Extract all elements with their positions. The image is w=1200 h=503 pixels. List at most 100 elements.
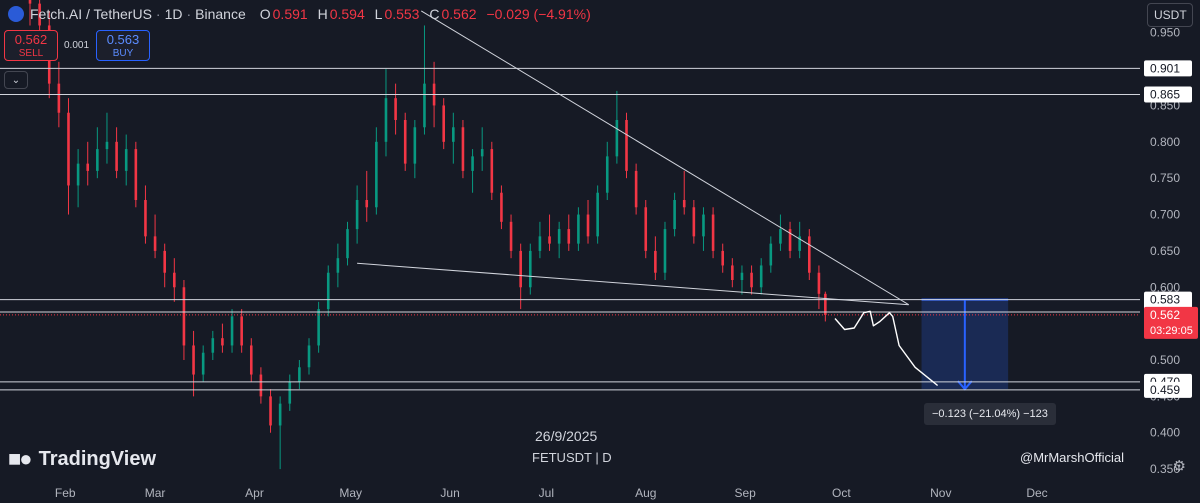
ohlc-values: O 0.591 H 0.594 L 0.553 C 0.562 −0.029 (−4.9… — [259, 6, 591, 22]
y-tick-label: 0.350 — [1150, 462, 1180, 476]
candle-body — [824, 293, 827, 315]
candle-body — [105, 141, 109, 150]
x-tick-label: Apr — [245, 486, 264, 500]
candle-body — [490, 149, 494, 193]
candle-body — [298, 367, 301, 382]
level-label-text: 0.865 — [1150, 88, 1180, 102]
candle-body — [28, 0, 32, 4]
candle-body — [750, 272, 753, 288]
price-axis-panel — [1140, 0, 1200, 503]
trendline — [357, 262, 909, 306]
level-label-text: 0.901 — [1150, 61, 1180, 75]
candle-body — [625, 120, 628, 171]
candle-body — [673, 200, 676, 230]
candle-body — [740, 272, 744, 280]
y-tick-label: 0.700 — [1150, 208, 1180, 222]
candle-body — [644, 207, 648, 251]
candle-body — [692, 207, 696, 237]
last-price-text: 0.562 — [1150, 308, 1180, 322]
sell-label: SELL — [18, 48, 44, 59]
buy-button[interactable]: 0.563 BUY — [96, 30, 150, 61]
close-value: 0.562 — [441, 6, 477, 22]
candle-body — [663, 229, 667, 273]
tradingview-logo[interactable]: ■● TradingView — [8, 446, 157, 471]
candle-body — [615, 120, 619, 157]
x-tick-label: Feb — [55, 486, 76, 500]
candle-body — [153, 236, 157, 251]
level-price-label: 0.901 — [1144, 60, 1192, 77]
candle-body — [519, 250, 522, 288]
candle-body — [124, 149, 128, 171]
candle-body — [288, 381, 292, 404]
level-label-bg — [1144, 381, 1192, 398]
candle-body — [259, 374, 263, 397]
candle-body — [278, 403, 282, 426]
x-tick-label: May — [339, 486, 362, 500]
candle-body — [798, 236, 801, 251]
candle-body — [567, 229, 571, 244]
low-value: 0.553 — [384, 6, 420, 22]
last-price-label: 0.562 03:29:05 — [1144, 306, 1198, 339]
candle-body — [269, 396, 272, 426]
countdown-text: 03:29:05 — [1150, 325, 1193, 337]
interval[interactable]: 1D — [164, 6, 183, 22]
candle-body — [423, 83, 426, 128]
settings-gear-icon[interactable]: ⚙ — [1172, 458, 1186, 475]
watermark-symbol: FETUSDT | D — [532, 450, 612, 465]
projection-path — [834, 310, 939, 387]
symbol-name[interactable]: Fetch.AI / TetherUS — [30, 6, 152, 22]
candle-body — [230, 316, 234, 346]
candle-body — [201, 352, 205, 375]
candle-body — [336, 258, 340, 273]
candle-body — [596, 192, 599, 237]
sell-button[interactable]: 0.562 SELL — [4, 30, 58, 61]
candle-body — [211, 338, 215, 353]
level-label-bg — [1144, 86, 1192, 103]
candle-body — [317, 309, 320, 346]
watermark-date: 26/9/2025 — [535, 428, 598, 444]
y-tick-label: 0.950 — [1150, 26, 1180, 40]
currency-dropdown[interactable]: USDT — [1147, 3, 1193, 27]
sell-price: 0.562 — [14, 32, 48, 47]
x-tick-label: Dec — [1026, 486, 1047, 500]
candle-body — [500, 192, 503, 222]
high-value: 0.594 — [329, 6, 365, 22]
candle-body — [365, 200, 369, 208]
fetch-ai-logo-icon — [8, 6, 24, 22]
candle-body — [249, 345, 253, 375]
candle-body — [731, 265, 734, 280]
x-tick-label: Nov — [930, 486, 951, 500]
candle-body — [384, 98, 388, 142]
level-price-label: 0.459 — [1144, 381, 1192, 398]
level-label-text: 0.583 — [1150, 293, 1180, 307]
candle-body — [326, 272, 330, 310]
candle-body — [96, 149, 99, 171]
candle-body — [471, 156, 474, 171]
candle-body — [654, 250, 657, 273]
candle-body — [144, 200, 147, 237]
candle-body — [452, 127, 455, 142]
candle-body — [557, 229, 561, 244]
candle-body — [163, 250, 166, 273]
candle-body — [173, 272, 176, 288]
candle-body — [509, 221, 513, 251]
candle-body — [413, 127, 417, 164]
candle-body — [788, 229, 792, 251]
candle-body — [808, 236, 811, 273]
candle-body — [375, 141, 378, 208]
candle-body — [702, 214, 705, 237]
last-price-bg — [1144, 306, 1198, 339]
candle-body — [548, 236, 551, 244]
candle-body — [461, 127, 465, 171]
candle-body — [403, 120, 407, 164]
candle-body — [240, 316, 243, 346]
y-tick-label: 0.600 — [1150, 280, 1180, 294]
collapse-chevron-icon[interactable]: ⌄ — [4, 71, 28, 89]
candle-body — [442, 105, 446, 142]
candle-body — [115, 141, 118, 171]
open-value: 0.591 — [272, 6, 308, 22]
x-tick-label: Aug — [635, 486, 656, 500]
level-price-label: 0.865 — [1144, 86, 1192, 103]
level-label-bg — [1144, 60, 1192, 77]
